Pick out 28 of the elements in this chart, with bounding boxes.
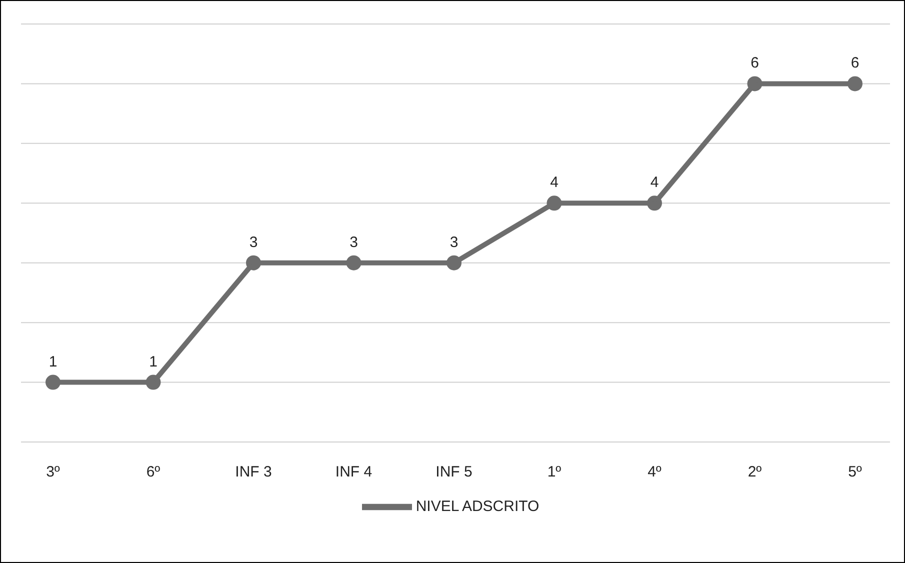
x-tick-label: INF 3 (235, 464, 272, 481)
point (446, 255, 462, 270)
x-tick-label: 6º (146, 464, 161, 481)
point (346, 255, 362, 270)
data-label: 3 (350, 234, 358, 251)
data-label: 1 (48, 353, 58, 370)
x-tick-label: 5º (848, 464, 862, 481)
data-label: 1 (149, 353, 158, 370)
point (647, 196, 662, 211)
point (46, 374, 60, 390)
x-tick-label: 3º (46, 464, 60, 481)
x-tick-label: 2º (748, 464, 762, 481)
data-label: 4 (650, 174, 659, 192)
point (848, 76, 862, 92)
x-tick-label: 4º (648, 464, 662, 481)
data-label: 4 (550, 174, 558, 192)
x-tick-label: 1º (547, 464, 562, 481)
point (246, 255, 261, 270)
data-label: 3 (249, 234, 258, 251)
data-label: 3 (450, 234, 458, 251)
x-tick-label: INF 4 (335, 464, 372, 481)
data-label: 6 (850, 54, 860, 72)
point (546, 196, 562, 211)
legend-label: NIVEL ADSCRITO (416, 498, 540, 516)
data-label: 6 (750, 54, 759, 72)
point (146, 374, 161, 390)
x-tick-label: INF 5 (436, 464, 472, 481)
point (747, 76, 762, 92)
